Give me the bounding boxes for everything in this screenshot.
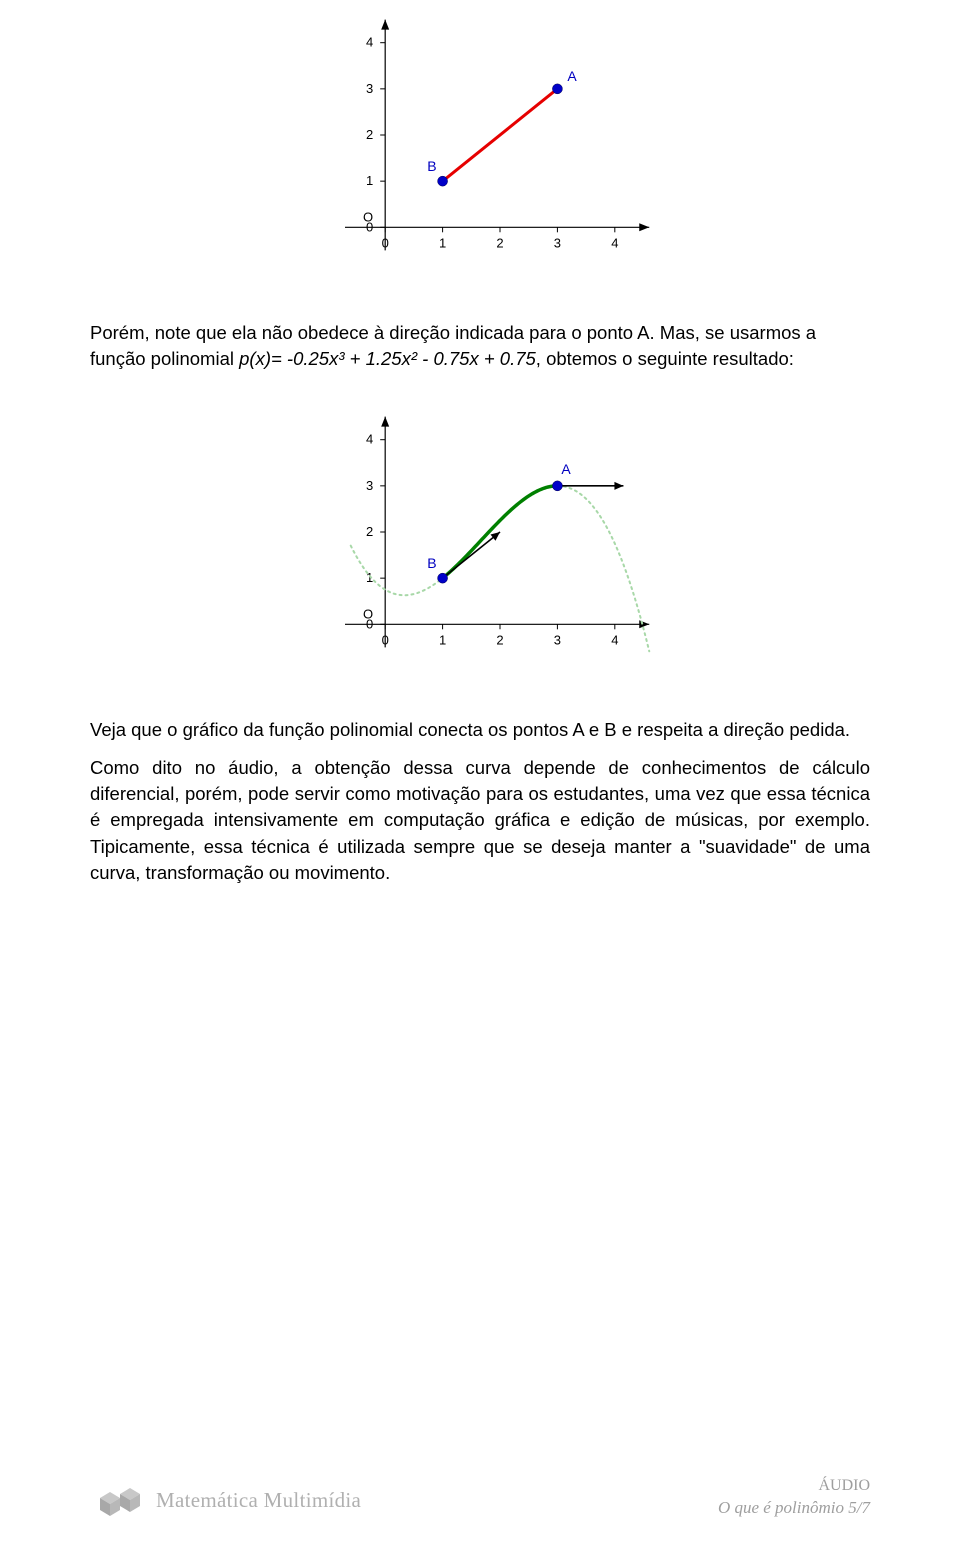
svg-text:3: 3: [366, 81, 373, 96]
footer-right: ÁUDIO O que é polinômio 5/7: [718, 1475, 870, 1520]
svg-text:2: 2: [496, 235, 503, 250]
paragraph-3: Como dito no áudio, a obtenção dessa cur…: [90, 755, 870, 886]
svg-text:3: 3: [554, 632, 561, 647]
svg-text:O: O: [363, 606, 373, 621]
para1-func: p(x)= -0.25x³ + 1.25x² - 0.75x + 0.75: [239, 348, 536, 369]
svg-text:0: 0: [382, 235, 389, 250]
footer-left: Matemática Multimídia: [90, 1480, 361, 1520]
svg-text:A: A: [561, 460, 571, 476]
svg-text:4: 4: [366, 431, 373, 446]
svg-text:0: 0: [382, 632, 389, 647]
para1-post: , obtemos o seguinte resultado:: [536, 348, 794, 369]
footer-title-prefix: O que é polinômio: [718, 1498, 848, 1517]
svg-text:4: 4: [611, 235, 618, 250]
svg-text:1: 1: [439, 632, 446, 647]
svg-text:3: 3: [554, 235, 561, 250]
page-total: 7: [862, 1498, 871, 1517]
brand-logo-icon: [90, 1480, 146, 1520]
chart-2-svg: 0123401234OBA: [290, 397, 670, 687]
paragraph-1: Porém, note que ela não obedece à direçã…: [90, 320, 870, 373]
svg-text:3: 3: [366, 477, 373, 492]
page-current: 5: [848, 1498, 857, 1517]
chart-1-container: 0123401234OBA: [90, 0, 870, 290]
chart-2-container: 0123401234OBA: [90, 397, 870, 687]
svg-text:B: B: [427, 158, 436, 174]
svg-text:1: 1: [366, 173, 373, 188]
svg-text:O: O: [363, 209, 373, 224]
chart-1-svg: 0123401234OBA: [290, 0, 670, 290]
footer-audio-label: ÁUDIO: [718, 1475, 870, 1497]
paragraph-2: Veja que o gráfico da função polinomial …: [90, 717, 870, 743]
footer-page-info: O que é polinômio 5/7: [718, 1497, 870, 1520]
svg-text:4: 4: [611, 632, 618, 647]
svg-text:2: 2: [366, 524, 373, 539]
svg-text:B: B: [427, 555, 436, 571]
svg-text:2: 2: [496, 632, 503, 647]
svg-text:1: 1: [439, 235, 446, 250]
brand-text: Matemática Multimídia: [156, 1488, 361, 1513]
svg-text:2: 2: [366, 127, 373, 142]
svg-text:4: 4: [366, 35, 373, 50]
page-footer: Matemática Multimídia ÁUDIO O que é poli…: [0, 1475, 960, 1520]
svg-text:A: A: [567, 68, 577, 84]
